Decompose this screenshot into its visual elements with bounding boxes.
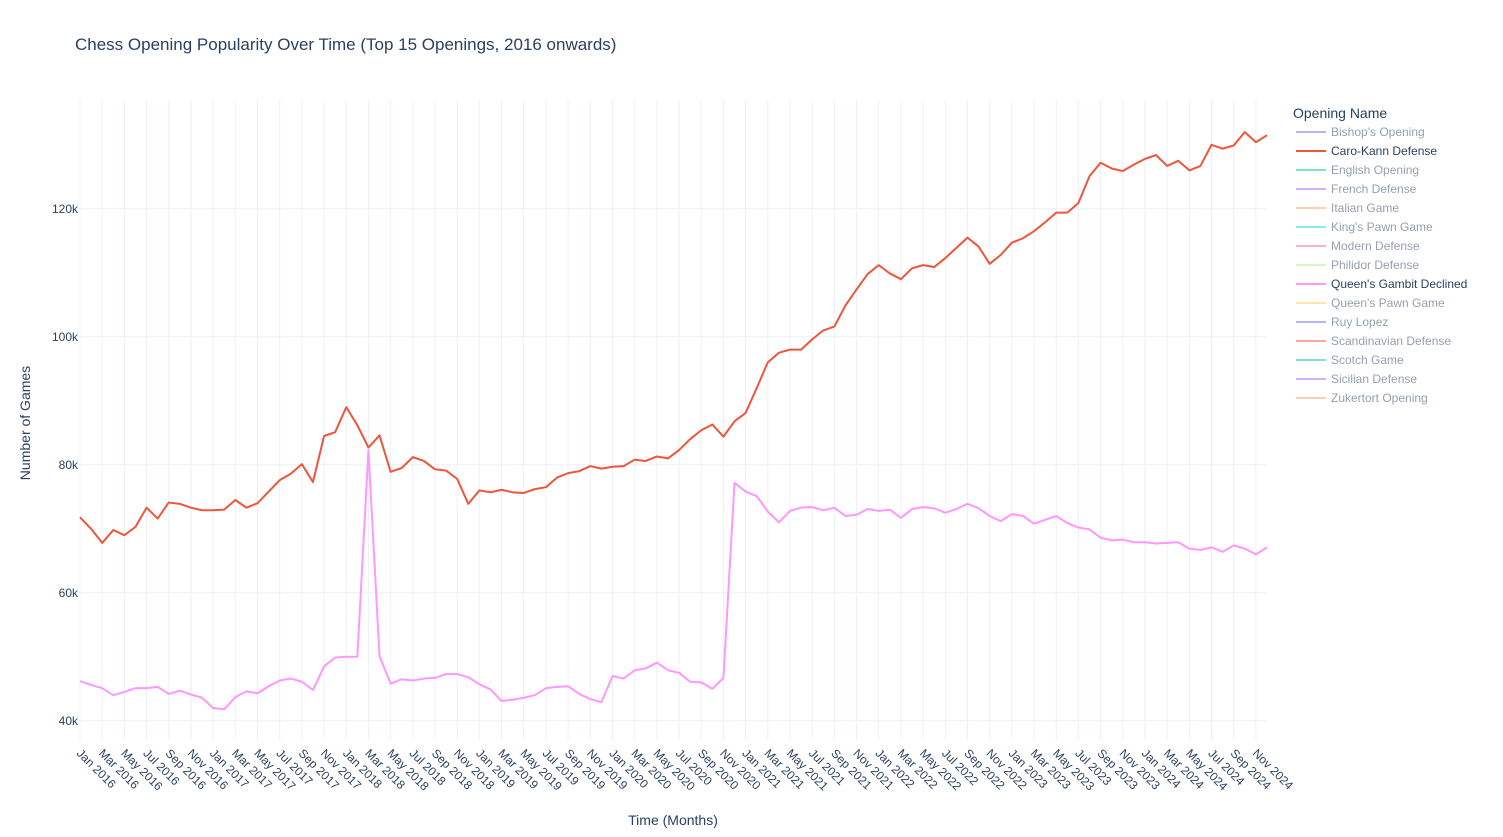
series-line-queen-s-gambit-declined[interactable] (79, 449, 1268, 711)
legend-item-italian-game[interactable]: Italian Game (1296, 201, 1399, 215)
grid (79, 100, 1267, 740)
legend-label: French Defense (1331, 182, 1417, 196)
legend-item-french-defense[interactable]: French Defense (1296, 182, 1417, 196)
legend-label: Scotch Game (1331, 353, 1404, 367)
y-tick-label: 120k (52, 202, 79, 216)
legend-label: Queen's Pawn Game (1331, 296, 1445, 310)
legend-item-bishop-s-opening[interactable]: Bishop's Opening (1296, 125, 1425, 139)
y-tick-label: 60k (59, 586, 79, 600)
y-tick-label: 40k (59, 714, 79, 728)
legend-item-english-opening[interactable]: English Opening (1296, 163, 1419, 177)
legend-item-modern-defense[interactable]: Modern Defense (1296, 239, 1420, 253)
legend-label: Caro-Kann Defense (1331, 144, 1437, 158)
legend-title: Opening Name (1293, 105, 1387, 121)
legend-item-queen-s-pawn-game[interactable]: Queen's Pawn Game (1296, 296, 1445, 310)
legend-label: Scandinavian Defense (1331, 334, 1451, 348)
legend-label: Queen's Gambit Declined (1331, 277, 1467, 291)
legend-label: Bishop's Opening (1331, 125, 1425, 139)
legend-label: Zukertort Opening (1331, 391, 1428, 405)
x-axis-title: Time (Months) (628, 812, 718, 828)
legend-label: Sicilian Defense (1331, 372, 1417, 386)
legend-label: Modern Defense (1331, 239, 1420, 253)
legend-label: King's Pawn Game (1331, 220, 1433, 234)
legend-label: English Opening (1331, 163, 1419, 177)
legend-items[interactable]: Bishop's Opening Caro-Kann Defense English… (1296, 125, 1467, 405)
legend[interactable]: Opening Name Bishop's Opening Caro-Kann D… (1293, 105, 1467, 405)
series-lines[interactable] (79, 131, 1268, 711)
legend-item-caro-kann-defense[interactable]: Caro-Kann Defense (1296, 144, 1437, 158)
legend-item-ruy-lopez[interactable]: Ruy Lopez (1296, 315, 1388, 329)
legend-item-zukertort-opening[interactable]: Zukertort Opening (1296, 391, 1428, 405)
legend-label: Ruy Lopez (1331, 315, 1388, 329)
legend-item-king-s-pawn-game[interactable]: King's Pawn Game (1296, 220, 1433, 234)
legend-label: Italian Game (1331, 201, 1399, 215)
series-line-caro-kann-defense[interactable] (79, 131, 1268, 544)
legend-item-scotch-game[interactable]: Scotch Game (1296, 353, 1404, 367)
legend-item-sicilian-defense[interactable]: Sicilian Defense (1296, 372, 1417, 386)
legend-item-queen-s-gambit-declined[interactable]: Queen's Gambit Declined (1296, 277, 1467, 291)
y-tick-label: 80k (59, 458, 79, 472)
legend-label: Philidor Defense (1331, 258, 1419, 272)
y-tick-label: 100k (52, 330, 79, 344)
y-axis-title: Number of Games (17, 366, 33, 480)
chart-title: Chess Opening Popularity Over Time (Top … (75, 35, 616, 54)
legend-item-scandinavian-defense[interactable]: Scandinavian Defense (1296, 334, 1451, 348)
legend-item-philidor-defense[interactable]: Philidor Defense (1296, 258, 1419, 272)
y-axis-ticks: 40k 60k 80k 100k 120k (52, 202, 79, 728)
